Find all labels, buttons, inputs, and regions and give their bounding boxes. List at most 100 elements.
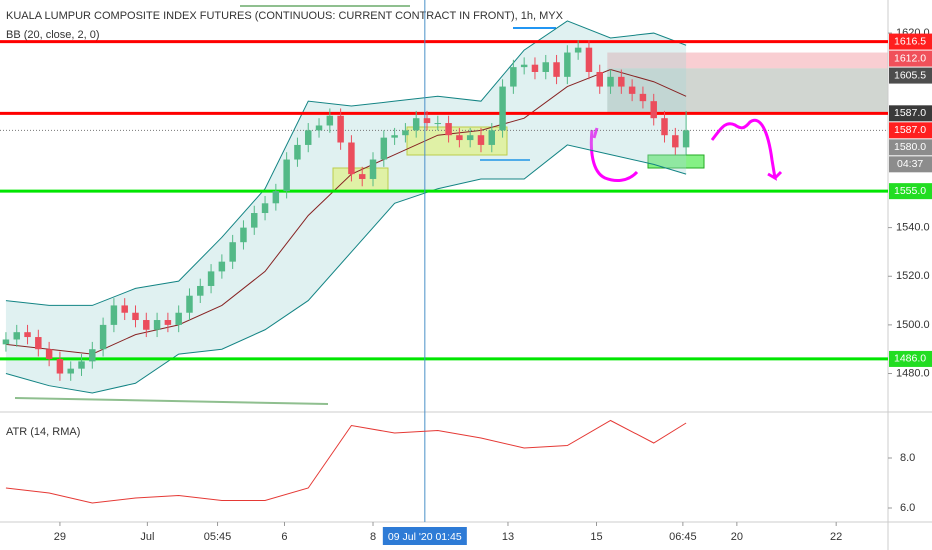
candle-body (682, 130, 690, 148)
price-label-bg (889, 122, 932, 139)
candle-body (304, 130, 312, 145)
candle-body (283, 159, 290, 192)
candle-body (294, 144, 301, 160)
candle-body (531, 64, 539, 72)
price-label-bg (889, 139, 932, 156)
candle-body (402, 130, 409, 136)
projection-scribble (589, 129, 639, 182)
candle-body (240, 227, 247, 243)
indicator-label: BB (20, close, 2, 0) (6, 29, 100, 41)
candle-body (186, 295, 193, 313)
candle-body (585, 47, 593, 72)
candle-body (423, 118, 431, 124)
price-label: 1612.0 (894, 52, 926, 64)
candle-body (251, 213, 258, 228)
projection-scribble (592, 127, 599, 139)
candle-body (542, 62, 549, 72)
price-label-bg (889, 33, 932, 50)
candle-body (391, 135, 398, 138)
candle-body (488, 130, 496, 145)
candle-body (89, 349, 96, 362)
candle-body (369, 159, 377, 179)
x-tick-label: 05:45 (204, 531, 232, 543)
candle-body (520, 64, 528, 68)
crosshair-label-bg (382, 527, 467, 545)
candle-body (553, 62, 560, 77)
candle-body (672, 135, 679, 148)
price-label-bg (889, 183, 932, 200)
x-tick-label: 22 (830, 531, 842, 543)
crosshair-label: 09 Jul '20 01:45 (388, 531, 462, 543)
candle-body (197, 285, 204, 296)
candle-body (445, 123, 452, 136)
trend-line (14, 397, 329, 405)
y-tick-label: 1520.0 (896, 270, 930, 282)
candle-body (153, 320, 161, 330)
candle-body (175, 312, 182, 325)
price-label-bg (889, 350, 932, 367)
candle-body (326, 115, 334, 126)
candle-body (207, 271, 215, 286)
candle-body (358, 174, 366, 179)
x-tick-label: 13 (502, 531, 514, 543)
candle-body (315, 125, 323, 131)
candle-body (132, 312, 139, 321)
candle-body (110, 305, 118, 325)
atr-y-tick-label: 8.0 (900, 452, 915, 464)
candle-body (510, 67, 517, 87)
price-label: 1587.0 (894, 107, 926, 119)
x-tick-label: 6 (281, 531, 287, 543)
price-label: 1605.5 (894, 69, 926, 81)
candle-body (596, 71, 603, 87)
countdown: 04:37 (897, 158, 923, 170)
countdown-bg (889, 156, 932, 173)
highlight-box (647, 154, 705, 169)
x-tick-label: 06:45 (669, 531, 697, 543)
chart-title: KUALA LUMPUR COMPOSITE INDEX FUTURES (CO… (6, 10, 564, 22)
bb-line (5, 144, 687, 394)
candle-body (272, 191, 280, 204)
candle-body (348, 142, 355, 175)
candle-body (24, 332, 31, 338)
candle-body (574, 47, 582, 53)
candle-body (456, 135, 463, 141)
candle-body (67, 368, 74, 374)
candle-body (650, 101, 657, 119)
candle-body (218, 261, 226, 272)
atr-y-tick-label: 6.0 (900, 502, 915, 514)
candle-body (121, 305, 128, 313)
candle-body (380, 137, 388, 160)
candle-body (261, 203, 269, 214)
price-label-bg (889, 67, 932, 84)
atr-label: ATR (14, RMA) (6, 426, 80, 438)
price-label: 1555.0 (894, 185, 926, 197)
candle-body (78, 361, 85, 369)
x-tick-label: 20 (731, 531, 743, 543)
candle-body (2, 339, 10, 345)
x-tick-label: 29 (54, 531, 66, 543)
bb-line (5, 20, 687, 306)
target-zone (607, 52, 888, 69)
candle-body (661, 118, 668, 136)
candle-body (164, 320, 172, 325)
price-label: 1587.0 (894, 124, 926, 136)
price-label-bg (889, 50, 932, 67)
price-label: 1580.0 (894, 141, 926, 153)
candle-body (45, 349, 53, 359)
x-tick-label: Jul (140, 531, 154, 543)
candle-body (499, 86, 506, 131)
candle-body (607, 76, 614, 87)
candle-body (337, 115, 344, 143)
candle-body (229, 242, 236, 262)
candle-body (564, 52, 571, 77)
candle-body (99, 324, 107, 350)
atr-line (5, 419, 687, 504)
candle-body (477, 135, 485, 145)
x-tick-label: 8 (370, 531, 376, 543)
candle-body (434, 123, 442, 125)
projection-scribble (710, 118, 783, 181)
candle-body (56, 358, 64, 374)
candle-body (628, 86, 636, 94)
